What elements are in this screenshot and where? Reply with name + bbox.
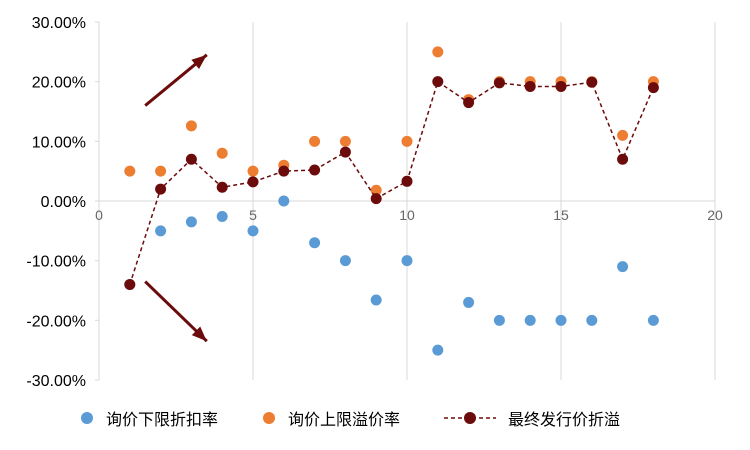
- x-tick-label: 10: [399, 207, 415, 223]
- series-2: [124, 76, 659, 291]
- data-point: [216, 181, 228, 193]
- data-point: [555, 314, 567, 326]
- data-point: [493, 314, 505, 326]
- legend-label-upper-premium: 询价上限溢价率: [288, 410, 401, 429]
- data-point: [647, 314, 659, 326]
- series-1: [124, 46, 659, 196]
- series-0: [124, 195, 659, 356]
- data-point: [401, 255, 413, 267]
- series-line-final-price: [129, 80, 655, 285]
- data-point: [247, 176, 259, 188]
- data-point: [370, 184, 382, 196]
- data-point: [309, 164, 321, 176]
- trend-arrow-head: [191, 54, 207, 69]
- data-point: [339, 146, 351, 158]
- legend-item-upper-premium: 询价上限溢价率: [260, 406, 400, 430]
- data-point: [586, 314, 598, 326]
- data-point: [463, 97, 475, 109]
- data-point: [370, 294, 382, 306]
- y-tick-labels: 30.00% 20.00% 10.00% 0.00% -10.00% -20.00% -30…: [26, 15, 86, 390]
- x-tick-label: 0: [95, 207, 103, 223]
- x-tick-label: 5: [249, 207, 257, 223]
- data-point: [401, 135, 413, 147]
- data-point: [586, 76, 598, 88]
- data-point: [155, 165, 167, 177]
- data-point: [432, 76, 444, 88]
- series-layer: [124, 46, 659, 356]
- legend: 询价下限折扣率 询价上限溢价率 最终发行价折溢: [78, 406, 620, 430]
- legend-marker-upper-premium: [263, 412, 276, 424]
- trend-arrow-up: [144, 53, 208, 107]
- data-point: [370, 193, 382, 205]
- data-point: [617, 261, 629, 273]
- legend-label-final-price: 最终发行价折溢: [508, 410, 621, 429]
- data-point: [124, 279, 136, 291]
- legend-label-lower-discount: 询价下限折扣率: [106, 410, 219, 429]
- x-tick-label: 20: [707, 207, 723, 223]
- y-tick-label: -30.00%: [26, 373, 86, 390]
- data-point: [432, 46, 444, 58]
- y-tick-label: 30.00%: [32, 15, 86, 32]
- y-tick-label: 20.00%: [32, 75, 86, 92]
- data-point: [247, 225, 259, 237]
- legend-item-final-price: 最终发行价折溢: [442, 406, 620, 430]
- trend-arrow-head: [191, 326, 207, 342]
- data-point: [155, 225, 167, 237]
- data-point: [401, 175, 413, 187]
- data-point: [278, 165, 290, 177]
- trend-arrow-down: [144, 280, 208, 343]
- data-point: [185, 216, 197, 228]
- data-point: [247, 165, 259, 177]
- y-tick-label: 0.00%: [41, 194, 86, 211]
- data-point: [339, 135, 351, 147]
- data-point: [185, 120, 197, 132]
- x-tick-labels: 0 5 10 15 20: [95, 207, 723, 223]
- data-point: [647, 82, 659, 94]
- trend-arrows: [144, 53, 208, 343]
- data-point: [216, 147, 228, 159]
- axes: [95, 21, 715, 381]
- legend-marker-lower-discount: [81, 412, 93, 424]
- y-tick-label: 10.00%: [32, 134, 86, 151]
- data-point: [124, 165, 136, 177]
- data-point: [216, 211, 228, 223]
- data-point: [524, 80, 536, 92]
- data-point: [309, 237, 321, 249]
- data-point: [463, 296, 475, 308]
- data-point: [185, 153, 197, 165]
- data-point: [493, 77, 505, 89]
- data-point: [309, 135, 321, 147]
- y-tick-label: -20.00%: [26, 313, 86, 330]
- legend-marker-final-price: [444, 412, 497, 424]
- data-point: [278, 195, 290, 207]
- data-point: [555, 80, 567, 92]
- x-tick-label: 15: [553, 207, 569, 223]
- data-point: [432, 344, 444, 356]
- data-point: [617, 129, 629, 141]
- data-point: [617, 153, 629, 165]
- data-point: [524, 314, 536, 326]
- data-point: [155, 183, 167, 195]
- y-tick-label: -10.00%: [26, 254, 86, 271]
- data-point: [339, 255, 351, 267]
- legend-item-lower-discount: 询价下限折扣率: [78, 406, 218, 430]
